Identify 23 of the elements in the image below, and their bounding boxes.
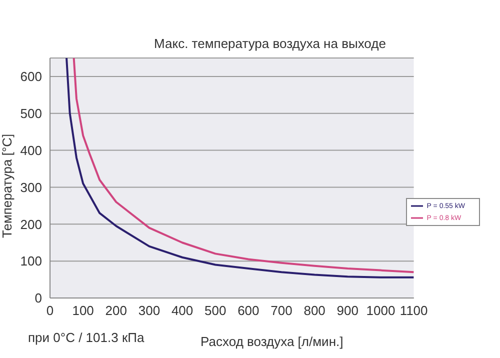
x-tick-label: 0: [46, 303, 54, 318]
x-axis-title: Расход воздуха [л/мин.]: [200, 334, 344, 349]
y-tick-label: 100: [20, 254, 42, 269]
x-tick-label: 100: [72, 303, 94, 318]
y-axis-title: Температура [°C]: [0, 134, 15, 238]
x-tick-label: 700: [270, 303, 292, 318]
x-tick-label: 800: [304, 303, 326, 318]
x-tick-label: 1100: [400, 303, 428, 318]
x-tick-label: 200: [105, 303, 127, 318]
x-tick-label: 900: [336, 303, 359, 318]
y-tick-label: 300: [20, 180, 42, 195]
x-tick-label: 300: [138, 303, 160, 318]
text: при 0°C / 101.3 кПа: [28, 330, 144, 345]
chart-title: Макс. температура воздуха на выходе: [153, 36, 387, 51]
y-tick-label: 500: [20, 106, 42, 121]
x-tick-label: 400: [171, 303, 194, 318]
x-tick-label: 600: [238, 303, 260, 318]
x-tick-label: 1000: [366, 303, 396, 318]
y-tick-label: 200: [20, 216, 42, 232]
y-tick-label: 0: [34, 290, 42, 306]
x-tick-label: 500: [204, 303, 226, 318]
y-tick-label: 600: [20, 69, 42, 84]
y-tick-label: 400: [20, 142, 42, 158]
